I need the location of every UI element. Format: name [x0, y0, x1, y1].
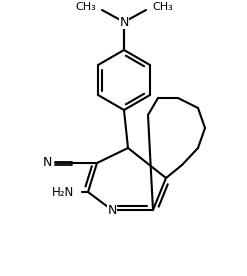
Text: H₂N: H₂N: [52, 185, 74, 198]
Text: N: N: [119, 15, 129, 28]
Text: CH₃: CH₃: [152, 2, 173, 12]
Text: N: N: [43, 156, 52, 169]
Text: N: N: [107, 203, 117, 216]
Text: CH₃: CH₃: [75, 2, 96, 12]
